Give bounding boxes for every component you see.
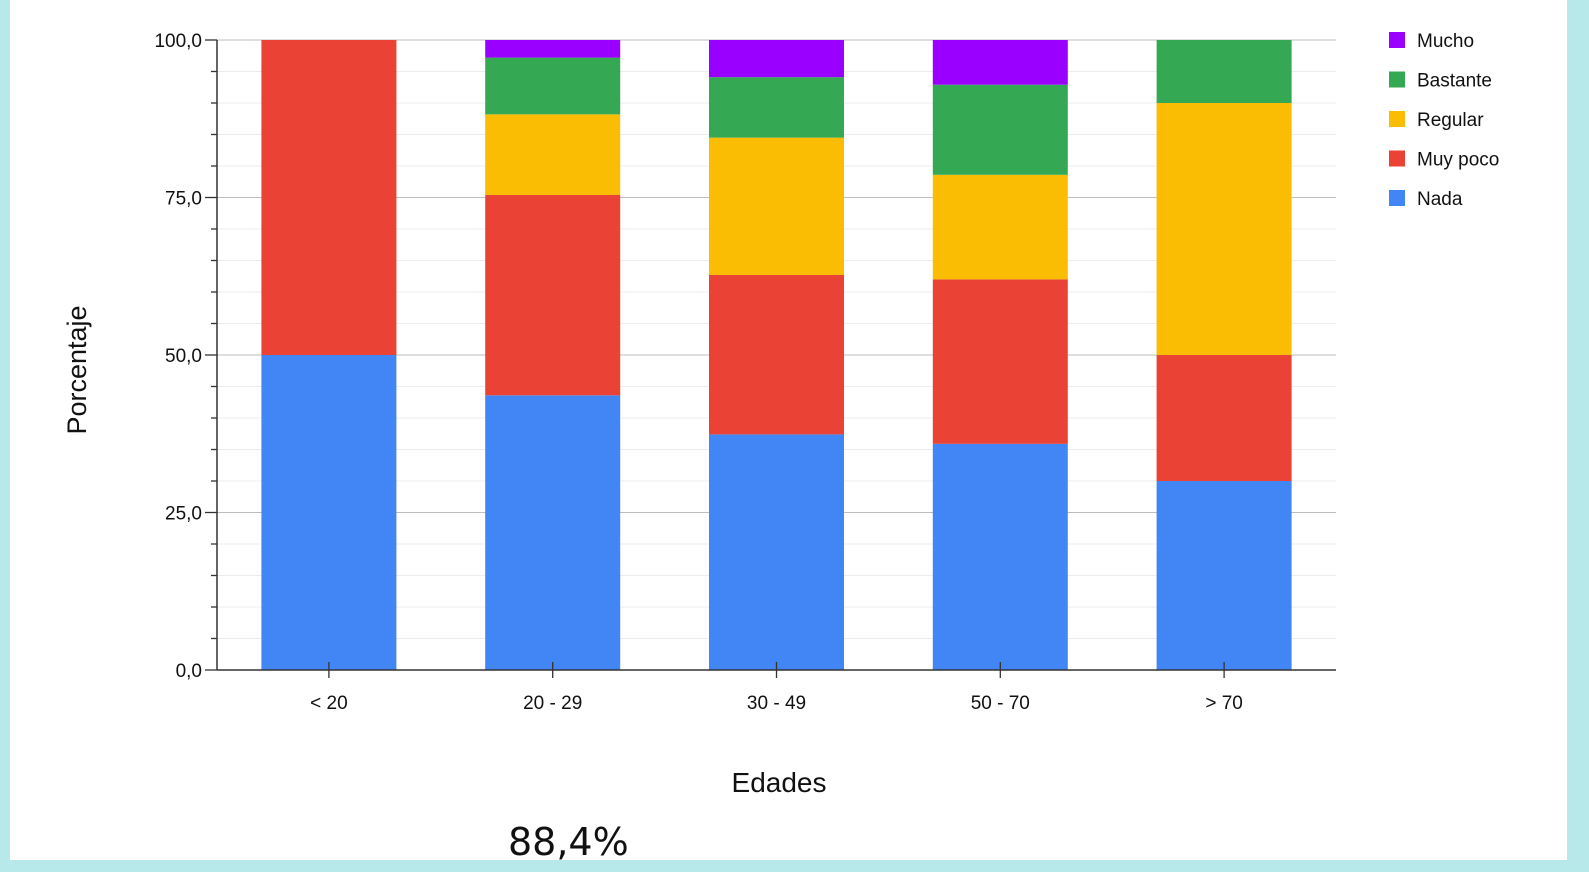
bar-segment-bastante — [485, 57, 621, 115]
y-tick-label: 100,0 — [154, 31, 202, 52]
bars — [261, 40, 1292, 670]
bar-segment-regular — [1156, 103, 1292, 355]
x-tick-label: 30 - 49 — [747, 693, 806, 714]
bar-segment-bastante — [1156, 40, 1292, 103]
bar-segment-mucho — [485, 40, 621, 58]
bar-segment-nada — [261, 355, 397, 670]
legend-label: Bastante — [1417, 71, 1492, 92]
bar-segment-bastante — [932, 84, 1068, 175]
x-tick-label: > 70 — [1205, 693, 1243, 714]
bar-segment-muy-poco — [261, 40, 397, 355]
x-tick-label: 20 - 29 — [523, 693, 582, 714]
bar-segment-muy-poco — [709, 274, 844, 435]
legend-swatch — [1389, 32, 1405, 48]
legend-label: Nada — [1417, 189, 1463, 210]
y-tick-labels: 0,0 25,0 50,0 75,0 100,0 — [154, 31, 202, 682]
bar-segment-nada — [709, 434, 844, 670]
y-tick-label: 50,0 — [165, 346, 202, 367]
bar-segment-regular — [709, 137, 844, 275]
legend-label: Muy poco — [1417, 150, 1499, 171]
legend-swatch — [1389, 190, 1405, 206]
axes — [205, 39, 1336, 678]
bar-segment-regular — [932, 174, 1068, 280]
bar-segment-regular — [485, 114, 621, 195]
y-tick-label: 25,0 — [165, 504, 202, 525]
bar-segment-mucho — [709, 40, 844, 78]
x-axis-title: Edades — [732, 767, 827, 798]
x-tick-labels: < 20 20 - 29 30 - 49 50 - 70 > 70 — [310, 693, 1243, 714]
legend-swatch — [1389, 111, 1405, 127]
y-axis-title: Porcentaje — [62, 305, 92, 434]
bar-segment-bastante — [709, 77, 844, 138]
y-tick-label: 0,0 — [176, 661, 202, 682]
footer-percentage: 88,4% — [508, 820, 629, 864]
bar-segment-muy-poco — [932, 279, 1068, 444]
legend-label: Mucho — [1417, 31, 1474, 52]
bar-segment-muy-poco — [1156, 355, 1292, 481]
bar-segment-nada — [1156, 481, 1292, 670]
y-tick-label: 75,0 — [165, 189, 202, 210]
x-tick-label: 50 - 70 — [971, 693, 1030, 714]
bar-segment-mucho — [932, 40, 1068, 85]
bar-segment-nada — [932, 443, 1068, 670]
legend-label: Regular — [1417, 110, 1484, 131]
bar-segment-muy-poco — [485, 194, 621, 396]
bar-segment-nada — [485, 395, 621, 670]
legend-swatch — [1389, 71, 1405, 88]
legend-swatch — [1389, 150, 1405, 167]
legend: Mucho Bastante Regular Muy poco Nada — [1389, 31, 1499, 210]
x-tick-label: < 20 — [310, 693, 348, 714]
